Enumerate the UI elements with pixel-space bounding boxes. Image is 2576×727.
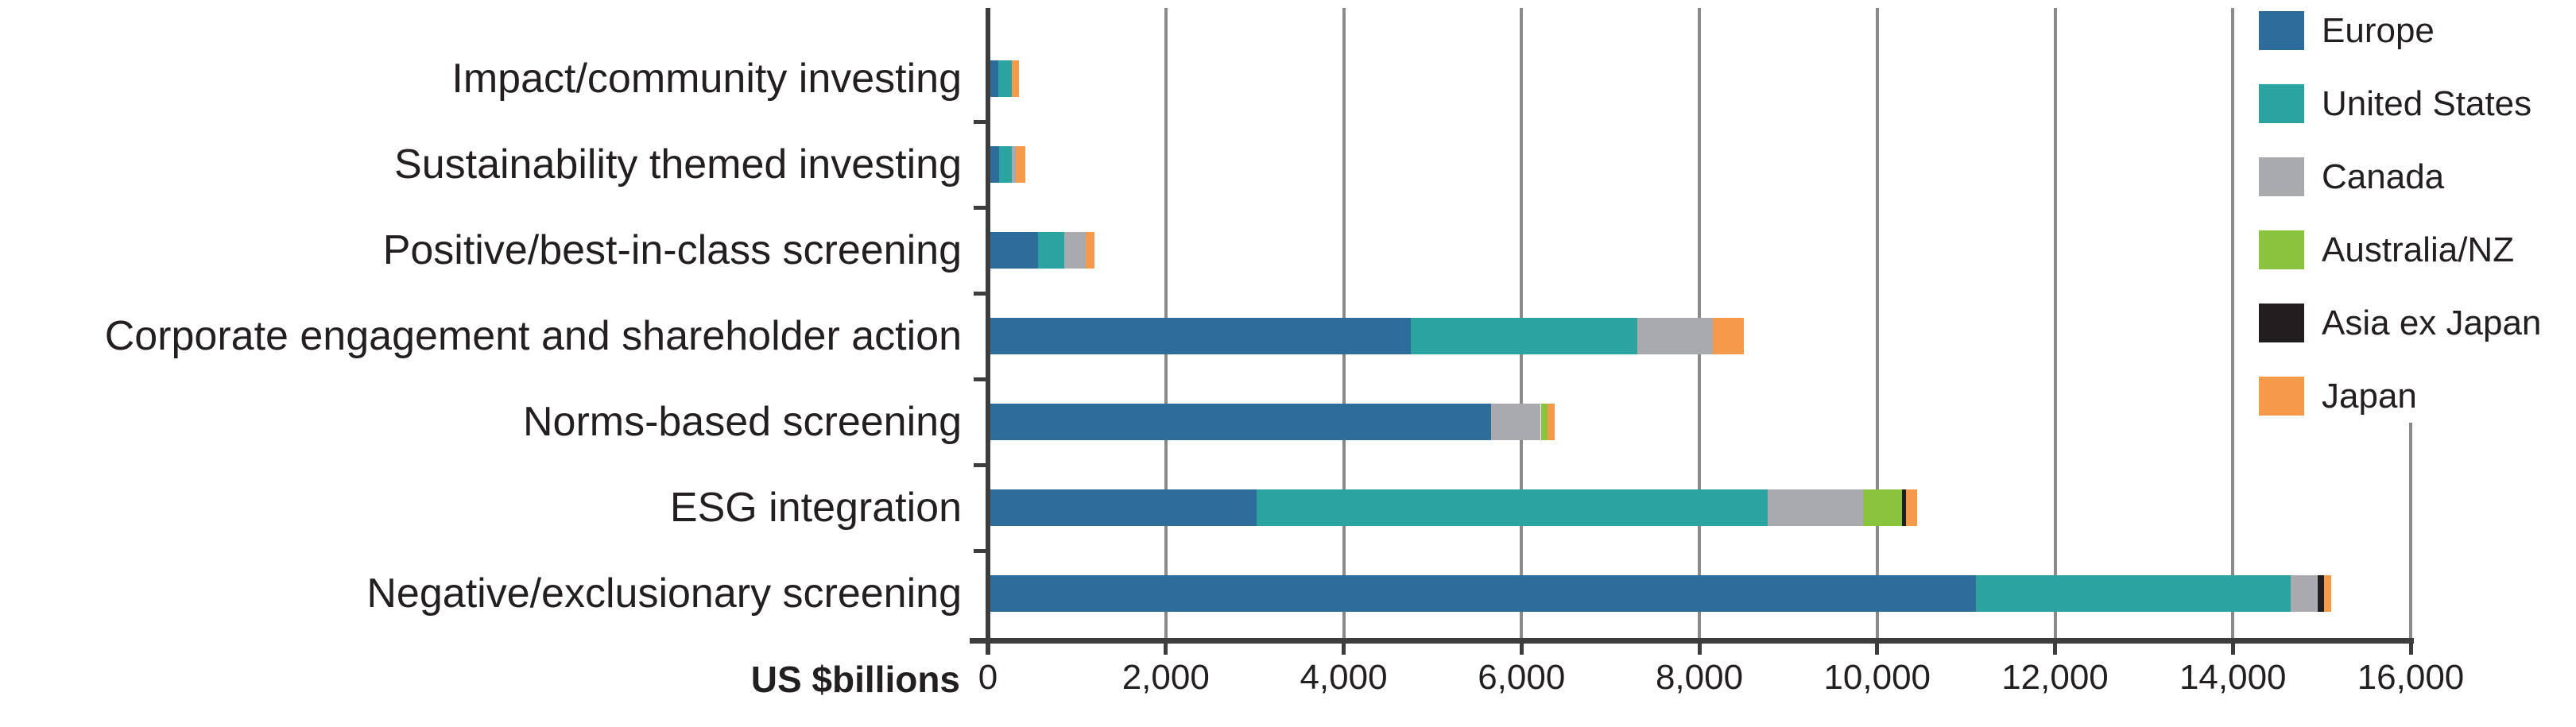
- legend-item-asia-ex-japan: Asia ex Japan: [2259, 304, 2576, 342]
- x-tick-label-8000: 8,000: [1655, 658, 1744, 697]
- y-axis-tick: [974, 463, 986, 467]
- y-axis-tick: [974, 549, 986, 553]
- category-label: Sustainability themed investing: [394, 141, 962, 188]
- x-tick-label-16000: 16,000: [2357, 658, 2465, 697]
- x-axis-tick-6000: [1519, 640, 1524, 655]
- bar-segment-asia-ex-japan: [1902, 489, 1907, 526]
- legend-swatch-europe: [2259, 11, 2304, 50]
- gridline-12000: [2053, 8, 2057, 640]
- bar-segment-japan: [1548, 404, 1555, 440]
- legend-item-united-states: United States: [2259, 84, 2576, 123]
- bar-segment-japan: [1906, 489, 1918, 526]
- bar-segment-australia-nz: [1540, 404, 1548, 440]
- x-axis-tick-8000: [1697, 640, 1702, 655]
- legend-swatch-asia-ex-japan: [2259, 304, 2304, 342]
- bar-segment-europe: [990, 489, 1257, 526]
- x-axis-line: [970, 638, 2414, 644]
- legend-item-australia-nz: Australia/NZ: [2259, 230, 2576, 269]
- bar-segment-europe: [990, 404, 1491, 440]
- bar-segment-united-states: [998, 146, 1012, 183]
- legend-swatch-canada: [2259, 157, 2304, 196]
- bar-segment-united-states: [998, 60, 1013, 97]
- bar-segment-canada: [2291, 575, 2318, 612]
- legend-label: Europe: [2322, 10, 2435, 50]
- legend-swatch-australia-nz: [2259, 230, 2304, 269]
- y-axis-tick: [974, 292, 986, 296]
- y-axis-tick: [974, 377, 986, 381]
- bar-segment-europe: [990, 60, 999, 97]
- x-axis-tick-4000: [1342, 640, 1346, 655]
- legend-label: United States: [2322, 83, 2532, 123]
- x-tick-label-0: 0: [978, 658, 998, 697]
- x-axis-title: US $billions: [750, 659, 960, 700]
- bar-segment-europe: [990, 146, 999, 183]
- category-label: Corporate engagement and shareholder act…: [104, 313, 962, 359]
- x-tick-label-6000: 6,000: [1478, 658, 1566, 697]
- bar-segment-japan: [1086, 232, 1094, 269]
- bar-segment-canada: [1490, 404, 1541, 440]
- bar-segment-canada: [1011, 146, 1017, 183]
- legend-label: Canada: [2322, 157, 2445, 196]
- bar-segment-canada: [1768, 489, 1864, 526]
- bar-segment-canada: [1637, 318, 1713, 354]
- bar-segment-united-states: [1975, 575, 2291, 612]
- legend-swatch-united-states: [2259, 84, 2304, 123]
- bar-segment-united-states: [1038, 232, 1064, 269]
- bar-segment-united-states: [1410, 318, 1637, 354]
- bar-segment-europe: [990, 318, 1411, 354]
- legend-item-canada: Canada: [2259, 157, 2576, 196]
- x-tick-label-2000: 2,000: [1121, 658, 1210, 697]
- category-label: ESG integration: [669, 485, 962, 531]
- legend-label: Australia/NZ: [2322, 230, 2515, 269]
- legend: Europe United States Canada Australia/NZ Asi…: [2240, 0, 2576, 423]
- x-axis-tick-2000: [1164, 640, 1168, 655]
- bar-segment-asia-ex-japan: [2318, 575, 2325, 612]
- x-tick-label-12000: 12,000: [2001, 658, 2109, 697]
- y-axis-tick: [974, 206, 986, 210]
- x-axis-tick-14000: [2230, 640, 2235, 655]
- category-label: Positive/best-in-class screening: [382, 227, 962, 273]
- bar-segment-canada: [1063, 232, 1087, 269]
- bar-segment-japan: [1016, 146, 1025, 183]
- legend-item-japan: Japan: [2259, 377, 2576, 416]
- legend-label: Japan: [2322, 376, 2417, 416]
- x-tick-label-14000: 14,000: [2179, 658, 2287, 697]
- bar-segment-japan: [1012, 60, 1020, 97]
- y-axis-line: [986, 8, 990, 655]
- x-axis-tick-16000: [2408, 640, 2413, 655]
- x-tick-label-4000: 4,000: [1300, 658, 1388, 697]
- x-tick-label-10000: 10,000: [1823, 658, 1931, 697]
- category-label: Norms-based screening: [522, 399, 962, 445]
- y-axis-tick: [974, 120, 986, 124]
- bar-segment-europe: [990, 575, 1976, 612]
- legend-item-europe: Europe: [2259, 11, 2576, 50]
- bar-segment-europe: [990, 232, 1039, 269]
- x-axis-tick-12000: [2053, 640, 2057, 655]
- bar-segment-japan: [2324, 575, 2331, 612]
- category-label: Negative/exclusionary screening: [366, 570, 962, 617]
- x-axis-tick-10000: [1875, 640, 1880, 655]
- category-label: Impact/community investing: [451, 56, 962, 102]
- gridline-14000: [2231, 8, 2235, 640]
- bar-segment-united-states: [1256, 489, 1768, 526]
- bar-segment-australia-nz: [1863, 489, 1903, 526]
- legend-swatch-japan: [2259, 377, 2304, 416]
- legend-label: Asia ex Japan: [2322, 303, 2542, 342]
- bar-segment-japan: [1712, 318, 1745, 354]
- gridline-10000: [1875, 8, 1879, 640]
